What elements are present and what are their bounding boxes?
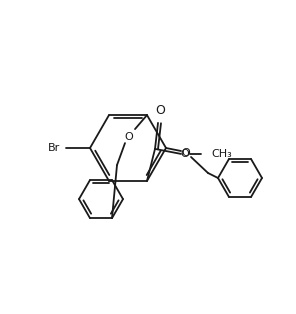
- Text: O: O: [181, 149, 189, 159]
- Text: O: O: [155, 104, 165, 117]
- Text: Br: Br: [48, 143, 60, 153]
- Text: O: O: [125, 132, 133, 142]
- Text: CH₃: CH₃: [211, 149, 232, 159]
- Text: O: O: [182, 148, 190, 158]
